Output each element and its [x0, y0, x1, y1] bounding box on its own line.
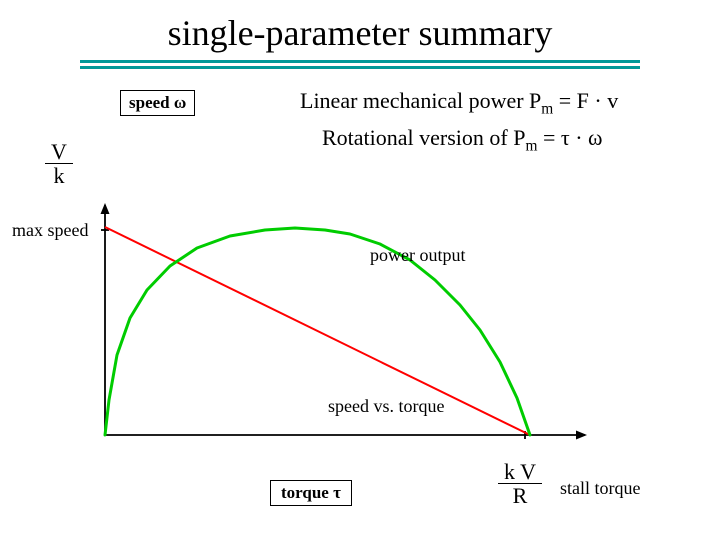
page-title: single-parameter summary — [0, 12, 720, 54]
linear-power-suffix: = F · v — [553, 88, 618, 113]
rotational-power-eq: Rotational version of Pm = τ · ω — [322, 125, 603, 155]
frac-kV-top: k V — [498, 460, 542, 484]
title-divider — [80, 60, 640, 66]
stall-torque-label: stall torque — [560, 478, 640, 499]
linear-power-sub: m — [541, 100, 553, 117]
divider-top — [80, 60, 640, 63]
linear-power-eq: Linear mechanical power Pm = F · v — [300, 88, 618, 118]
frac-V-over-k: V k — [45, 140, 73, 187]
power-output-label: power output — [370, 245, 465, 266]
torque-axis-label-box: torque τ — [270, 480, 352, 506]
speed-vs-torque-label: speed vs. torque — [328, 396, 444, 417]
max-speed-label: max speed — [12, 220, 88, 241]
slide: single-parameter summary speed ω Linear … — [0, 0, 720, 540]
frac-kV-over-R: k V R — [498, 460, 542, 507]
rot-power-sub: m — [525, 137, 537, 154]
frac-kV-bot: R — [498, 484, 542, 507]
frac-V-top: V — [45, 140, 73, 164]
frac-V-bot: k — [45, 164, 73, 187]
rot-power-suffix: = τ · ω — [537, 125, 602, 150]
chart-svg — [85, 200, 645, 460]
linear-power-prefix: Linear mechanical power P — [300, 88, 541, 113]
rot-power-prefix: Rotational version of P — [322, 125, 525, 150]
divider-bot — [80, 66, 640, 69]
speed-axis-label-box: speed ω — [120, 90, 195, 116]
